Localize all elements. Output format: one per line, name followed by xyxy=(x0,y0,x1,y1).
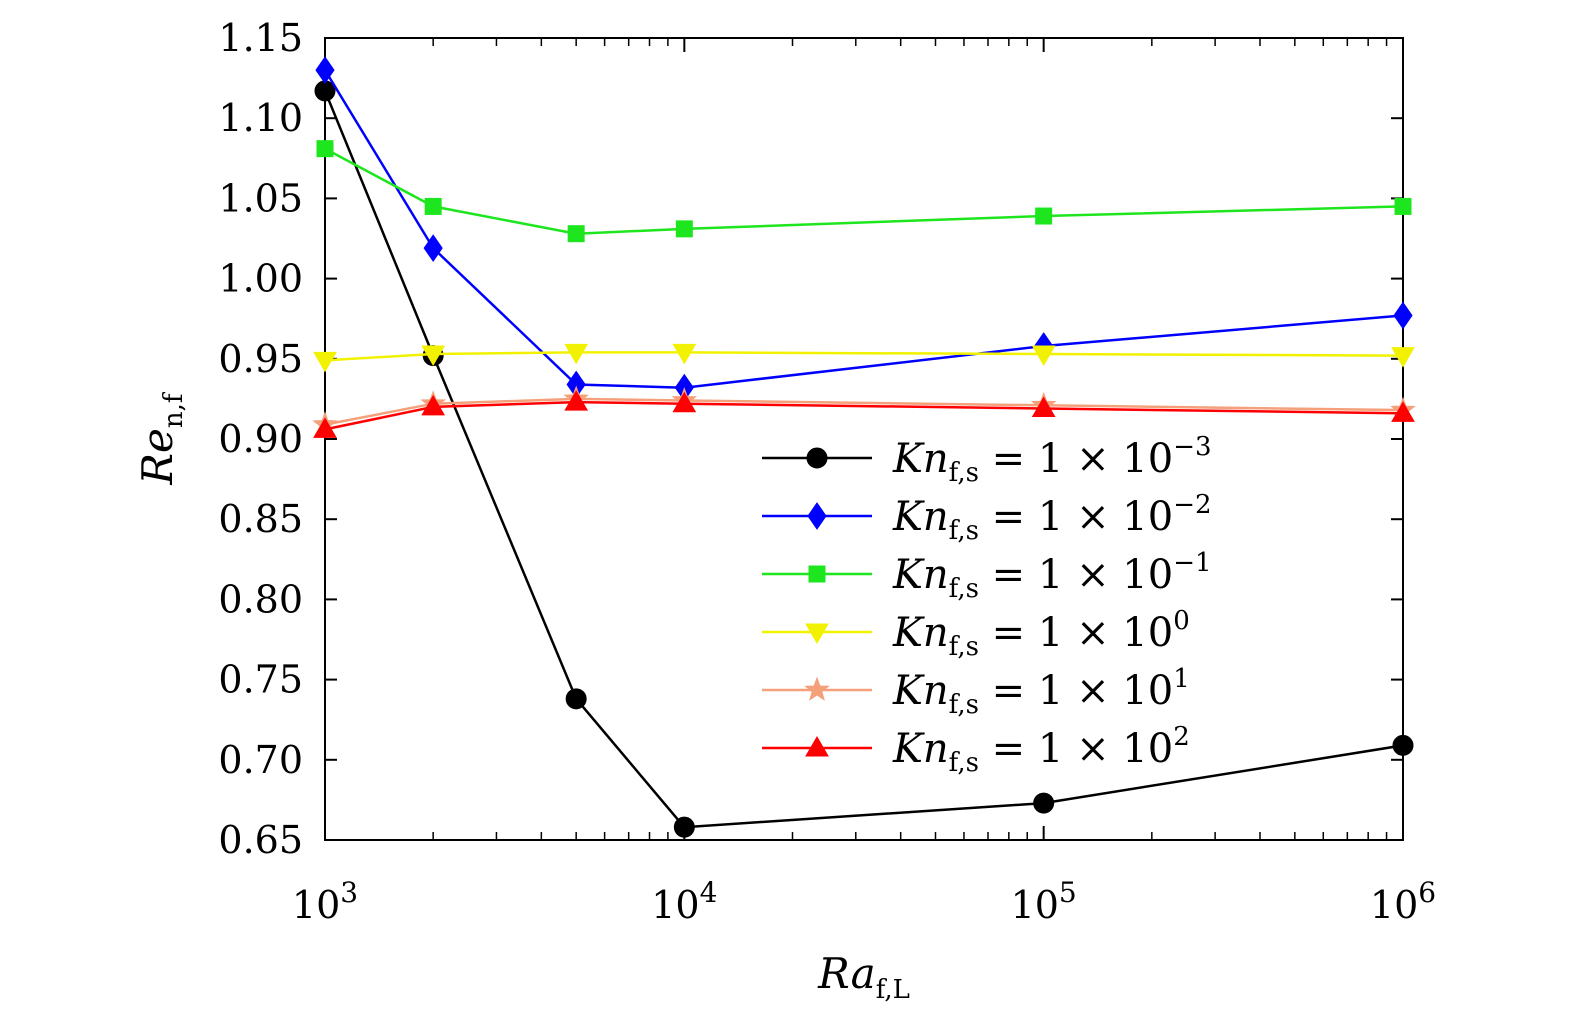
series-line xyxy=(324,400,1404,431)
axes-layer: 0.65 0.70 0.75 0.80 0.85 0.90 0.95 1.00 1.05 1.10… xyxy=(133,16,1436,1005)
y-tick-label: 1.10 xyxy=(218,96,303,140)
data-point xyxy=(315,56,335,84)
data-point xyxy=(564,390,589,411)
y-tick-label: 1.05 xyxy=(218,176,303,220)
y-tick-label: 0.85 xyxy=(218,497,303,541)
data-point xyxy=(421,345,446,366)
y-tick-label: 0.75 xyxy=(218,658,303,702)
legend-entry: Knf,s = 1 × 101 xyxy=(762,664,1190,720)
data-point xyxy=(565,688,587,710)
series-line xyxy=(324,147,1404,235)
data-point xyxy=(1033,792,1055,814)
y-tick-label: 0.90 xyxy=(218,417,303,461)
series-line xyxy=(323,90,1404,829)
legend-label: Knf,s = 1 × 10−2 xyxy=(892,490,1212,546)
x-axis-title: Raf,L xyxy=(817,949,910,1005)
y-tick-label: 0.95 xyxy=(218,337,303,381)
series-layer xyxy=(312,56,1416,838)
legend-entry: Knf,s = 1 × 100 xyxy=(762,606,1190,662)
y-tick-label: 0.70 xyxy=(218,738,303,782)
data-point xyxy=(1391,401,1415,422)
data-point xyxy=(673,816,695,838)
data-point xyxy=(1393,301,1413,330)
y-tick-label: 0.65 xyxy=(218,818,303,862)
data-point xyxy=(1391,347,1415,368)
x-tick-label: 105 xyxy=(1011,876,1077,927)
series-0 xyxy=(314,80,1414,838)
plot-frame xyxy=(324,37,1404,841)
legend-marker xyxy=(808,565,826,583)
data-point xyxy=(672,391,697,413)
legend-label: Knf,s = 1 × 101 xyxy=(892,664,1190,720)
data-point xyxy=(423,234,443,263)
y-tick-label: 1.00 xyxy=(218,257,303,301)
data-point xyxy=(424,197,442,215)
legend-entry: Knf,s = 1 × 102 xyxy=(762,722,1190,778)
data-point xyxy=(675,220,693,238)
series-line xyxy=(324,397,1404,426)
legend-marker xyxy=(807,502,827,530)
legend-label: Knf,s = 1 × 10−3 xyxy=(892,432,1212,488)
legend-marker xyxy=(804,676,830,701)
legend-entry: Knf,s = 1 × 10−2 xyxy=(762,490,1212,546)
data-point xyxy=(1031,345,1056,366)
series-3 xyxy=(313,343,1415,373)
data-point xyxy=(567,225,585,243)
legend-label: Knf,s = 1 × 102 xyxy=(892,722,1190,778)
series-5 xyxy=(313,390,1415,438)
data-point xyxy=(564,343,589,365)
x-tick-label: 104 xyxy=(651,876,717,927)
y-tick-label: 1.15 xyxy=(218,16,303,60)
data-point xyxy=(672,343,697,365)
legend-label: Knf,s = 1 × 100 xyxy=(892,606,1190,662)
series-2 xyxy=(316,140,1412,243)
data-point xyxy=(1394,197,1412,215)
data-point xyxy=(421,394,446,416)
data-point xyxy=(313,417,337,438)
data-point xyxy=(1035,207,1053,225)
x-tick-label: 106 xyxy=(1370,876,1436,927)
legend-marker xyxy=(805,623,829,644)
series-line xyxy=(324,351,1404,362)
data-point xyxy=(1031,396,1056,418)
data-point xyxy=(313,351,337,373)
legend-marker xyxy=(806,447,828,469)
data-point xyxy=(1392,734,1414,756)
legend-entry: Knf,s = 1 × 10−1 xyxy=(762,548,1212,604)
y-tick-label: 0.80 xyxy=(218,577,303,621)
legend-marker xyxy=(805,736,829,757)
y-axis-title: Ren,f xyxy=(133,391,189,485)
legend-label: Knf,s = 1 × 10−1 xyxy=(892,548,1212,604)
x-tick-label: 103 xyxy=(292,876,358,927)
series-1 xyxy=(315,56,1413,402)
series-line xyxy=(323,69,1404,389)
legend-entry: Knf,s = 1 × 10−3 xyxy=(762,432,1212,488)
data-point xyxy=(316,140,334,158)
